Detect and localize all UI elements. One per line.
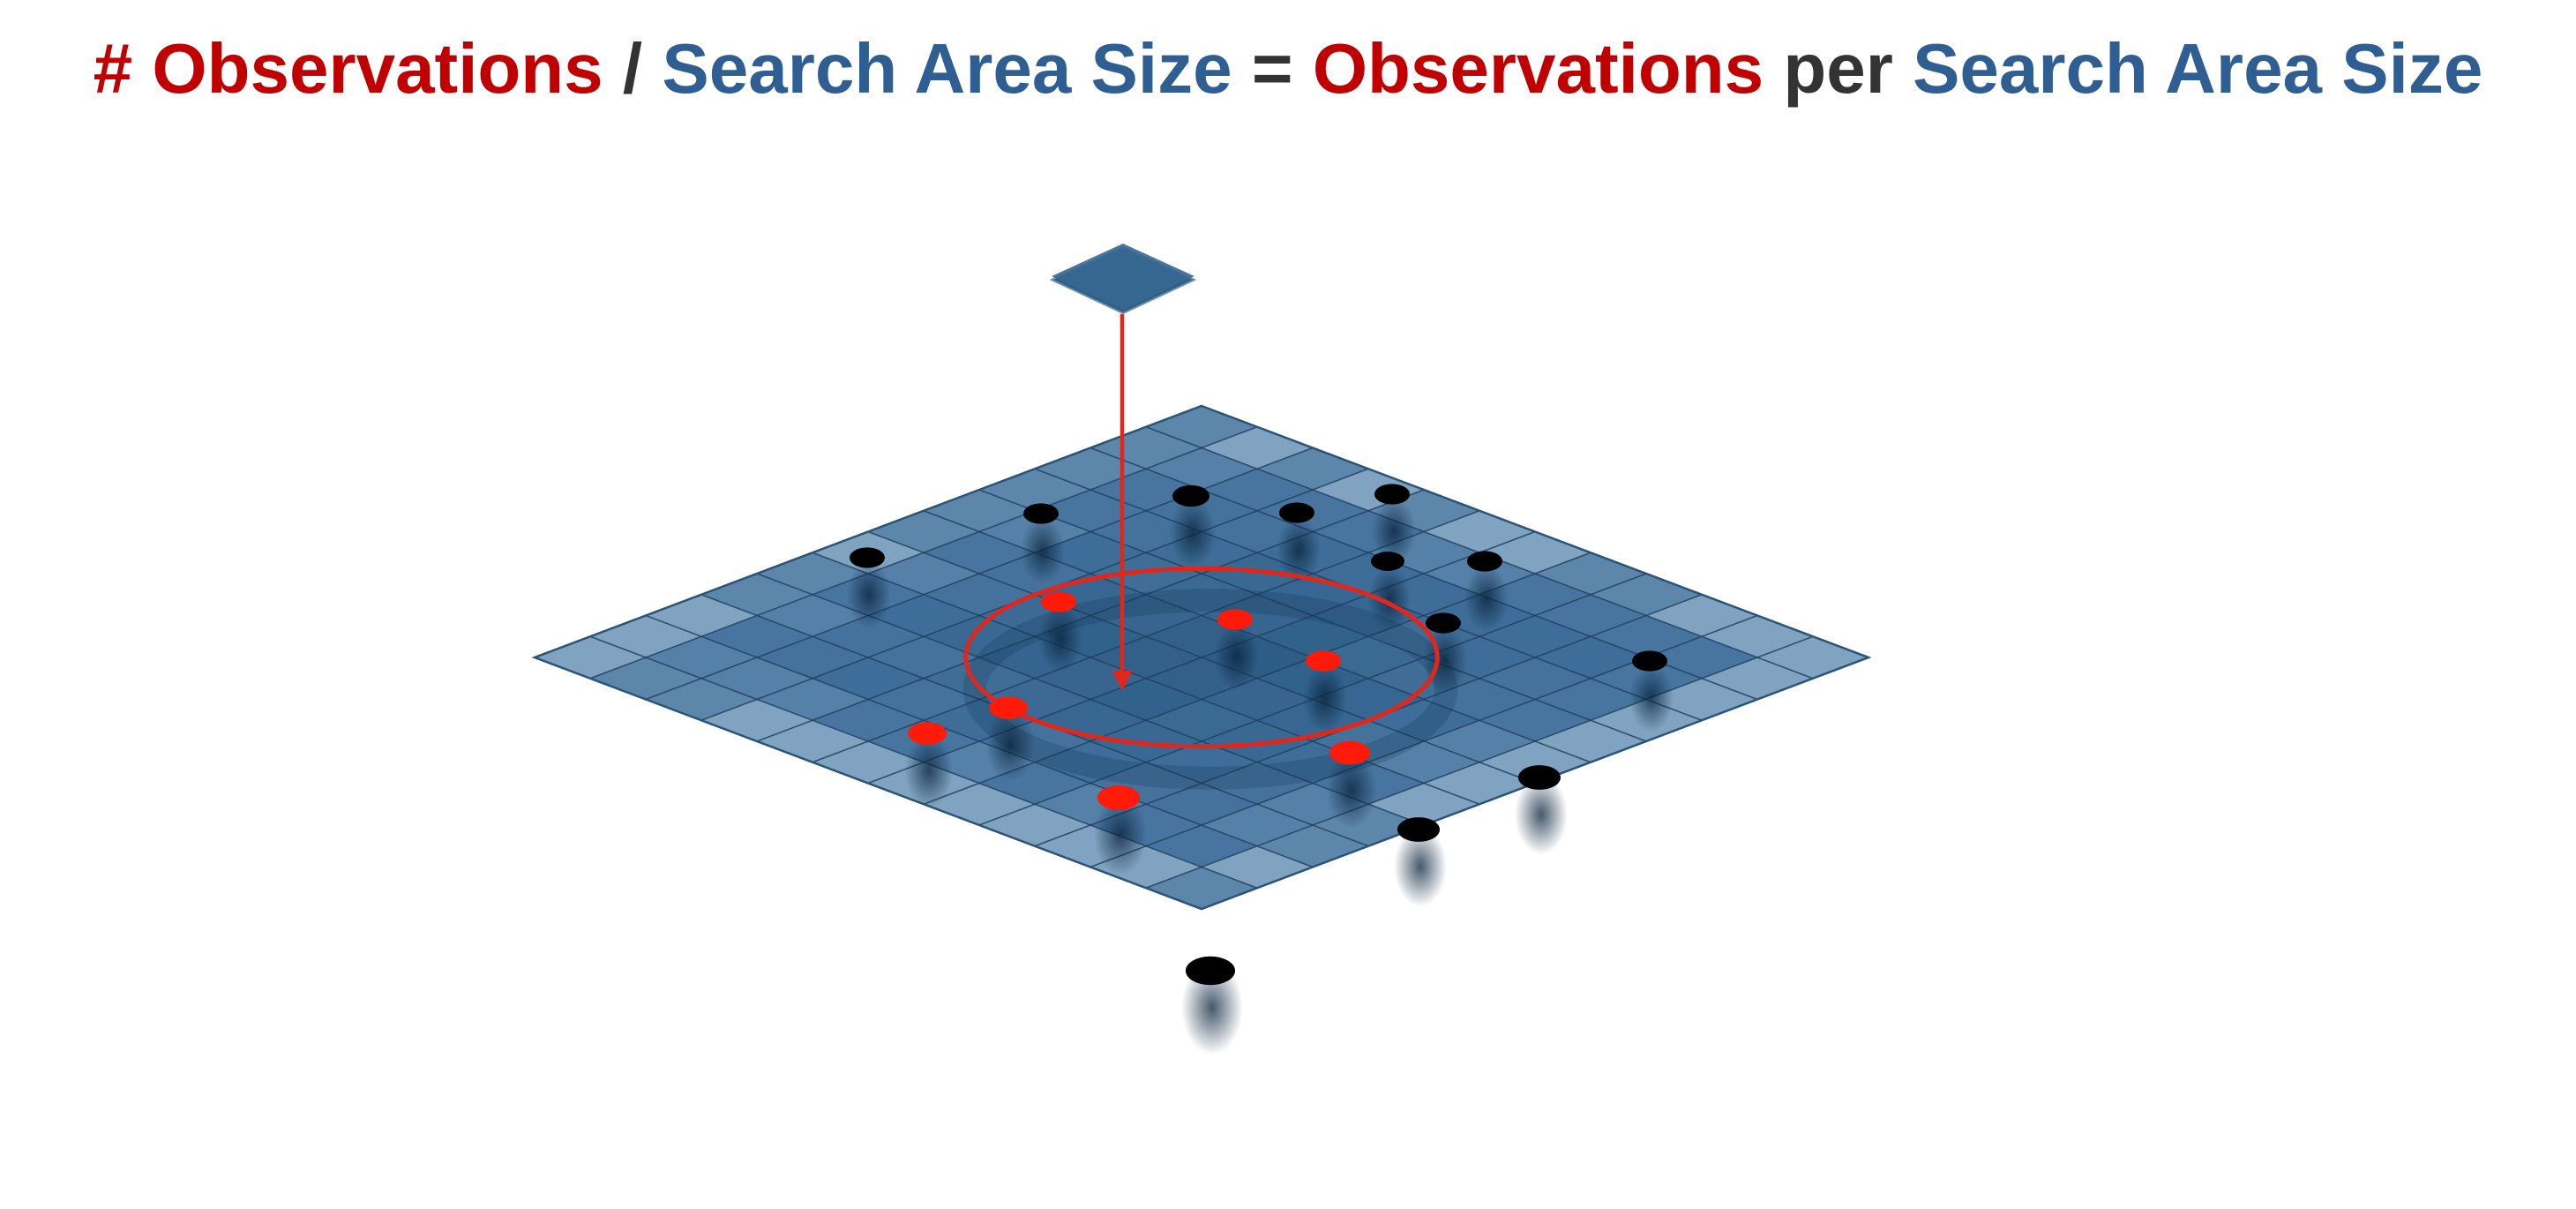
point-shadow: [985, 708, 1035, 782]
point-shadow: [1515, 774, 1568, 855]
outside-observation-point: [1518, 765, 1561, 790]
term-observations: Observations: [1312, 29, 1764, 108]
raised-cell-marker-top: [1052, 244, 1194, 310]
outside-observation-point: [1374, 484, 1410, 505]
inside-observation-point: [908, 722, 947, 745]
point-shadow: [1181, 960, 1243, 1055]
outside-observation-point: [850, 547, 885, 568]
point-shadows: [847, 498, 1674, 1055]
point-shadow: [1094, 794, 1147, 875]
point-shadow: [1464, 565, 1509, 632]
inside-observation-point: [989, 696, 1028, 719]
cell-marker: [1049, 244, 1197, 315]
point-shadow: [1303, 665, 1347, 732]
point-shadow: [1038, 605, 1082, 672]
point-shadow: [1629, 665, 1674, 732]
point-shadow: [1277, 516, 1321, 583]
inside-observation-point: [1097, 785, 1140, 810]
outside-observation-point: [1467, 551, 1502, 572]
grid-line: [645, 614, 1314, 868]
inside-observation-point: [1306, 650, 1341, 672]
outside-observation-point: [1186, 956, 1235, 986]
word-per: per: [1764, 29, 1913, 108]
outside-observation-point: [1172, 484, 1209, 507]
inside-observation-point: [1217, 609, 1253, 630]
search-circle: [963, 566, 1440, 749]
point-shadow: [1372, 498, 1416, 565]
observation-points: [850, 484, 1667, 986]
search-radius-circle: [963, 566, 1440, 749]
point-shadow: [1169, 498, 1217, 568]
point-shadow: [1368, 566, 1411, 631]
point-shadow: [904, 733, 954, 807]
equation-title: # Observations / Search Area Size = Obse…: [0, 16, 2576, 122]
inside-observation-point: [1041, 591, 1076, 612]
point-shadow: [847, 561, 891, 628]
outside-observation-point: [1632, 650, 1667, 672]
outside-observation-point: [1426, 612, 1461, 634]
outside-observation-point: [1279, 502, 1314, 523]
operator-equals: =: [1232, 29, 1313, 108]
outside-observation-point: [1397, 817, 1440, 842]
point-shadow: [1326, 751, 1377, 829]
outside-observation-point: [1023, 503, 1059, 524]
point-shadow: [1021, 517, 1065, 584]
term-search-area-size-2: Search Area Size: [1913, 29, 2483, 108]
plane-border: [531, 404, 1872, 911]
operator-divide: /: [603, 29, 663, 108]
term-number-of-observations: # Observations: [93, 29, 603, 108]
term-search-area-size: Search Area Size: [662, 29, 1232, 108]
outside-observation-point: [1371, 551, 1404, 572]
point-shadow: [1215, 623, 1259, 690]
grid-line: [1145, 635, 1814, 889]
point-shadow: [1394, 826, 1447, 907]
inside-observation-point: [1329, 740, 1370, 765]
